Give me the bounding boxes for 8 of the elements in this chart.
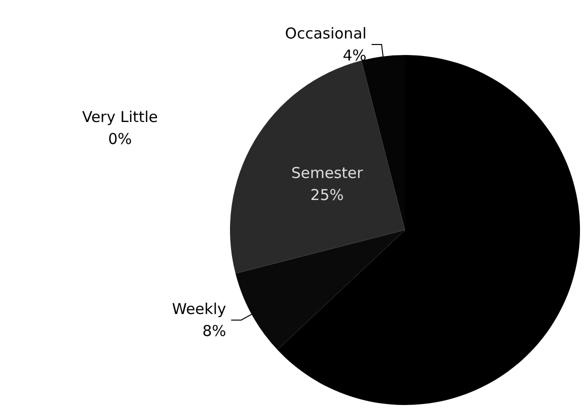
slice-label: Occasional — [285, 24, 367, 42]
category-label: Very Little — [82, 108, 158, 126]
data-label: 8% — [202, 322, 226, 340]
data-label: 25% — [310, 186, 344, 204]
slice-label: Semester — [291, 164, 364, 182]
data-label: 4% — [342, 46, 367, 64]
text: 0% — [108, 130, 132, 148]
slice-label: Weekly — [172, 300, 226, 318]
